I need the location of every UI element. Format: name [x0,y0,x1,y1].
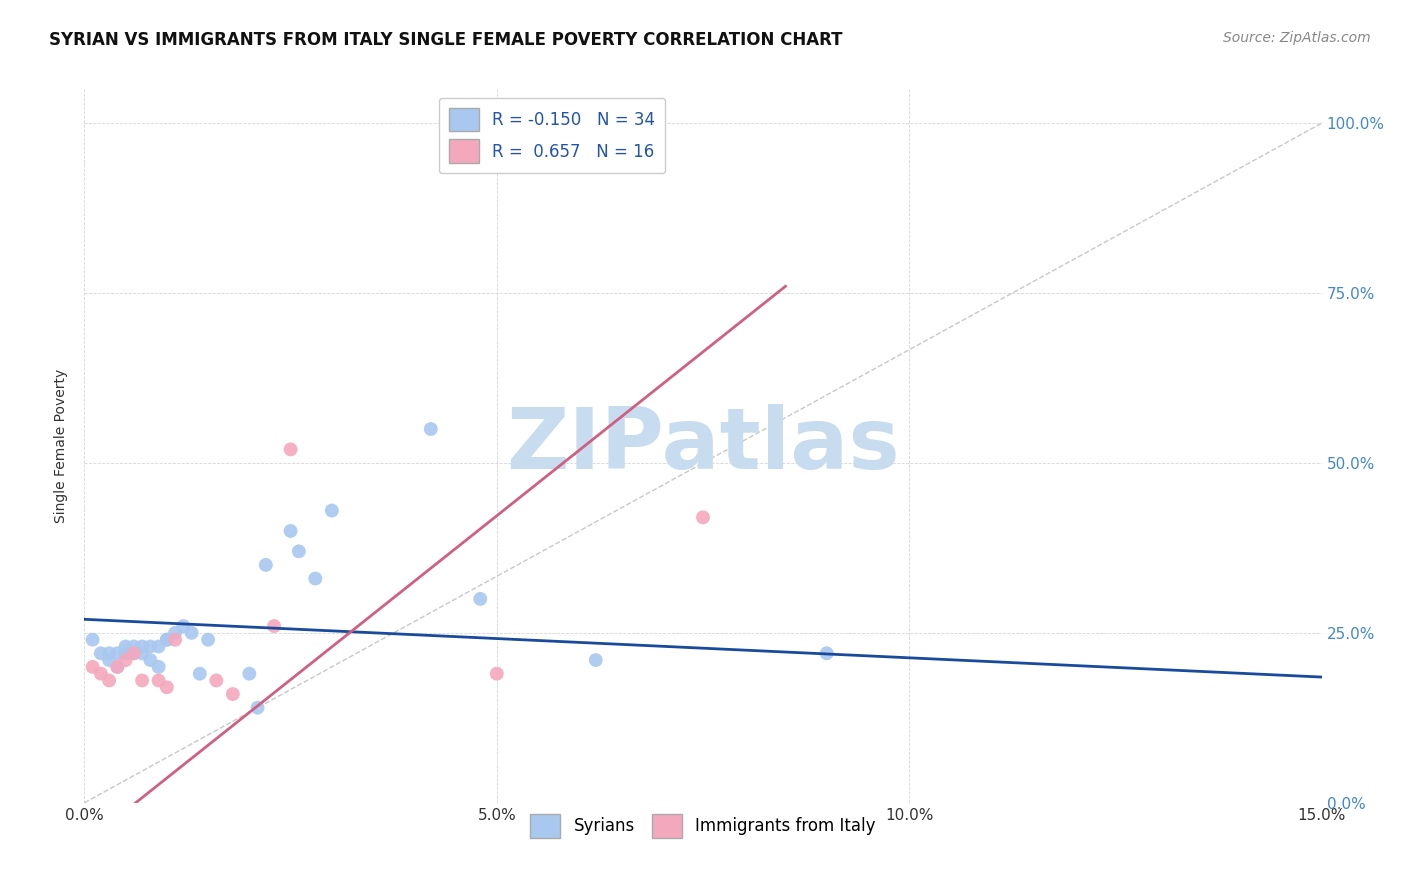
Point [165,632,187,647]
Point [197,632,219,647]
Point [188,666,211,681]
Point [148,640,170,654]
Point [90,666,112,681]
Point [98,673,121,688]
Point [139,640,162,654]
Point [114,646,136,660]
Point [114,653,136,667]
Point [114,640,136,654]
Y-axis label: Single Female Poverty: Single Female Poverty [55,369,69,523]
Point [815,646,838,660]
Point [82,660,104,674]
Point [122,646,145,660]
Text: ZIPatlas: ZIPatlas [506,404,900,488]
Point [263,619,285,633]
Point [254,558,277,572]
Point [280,442,302,457]
Point [485,666,508,681]
Point [131,646,153,660]
Point [131,640,153,654]
Point [419,422,441,436]
Point [470,591,492,606]
Point [156,632,179,647]
Point [593,116,616,130]
Point [156,680,179,694]
Point [246,700,269,714]
Point [105,646,128,660]
Point [122,646,145,660]
Point [585,653,607,667]
Point [131,673,153,688]
Point [238,666,260,681]
Point [156,632,179,647]
Point [222,687,245,701]
Point [105,660,128,674]
Point [122,640,145,654]
Text: Source: ZipAtlas.com: Source: ZipAtlas.com [1223,31,1371,45]
Point [98,646,121,660]
Legend: Syrians, Immigrants from Italy: Syrians, Immigrants from Italy [524,807,882,845]
Point [165,626,187,640]
Point [172,619,194,633]
Text: SYRIAN VS IMMIGRANTS FROM ITALY SINGLE FEMALE POVERTY CORRELATION CHART: SYRIAN VS IMMIGRANTS FROM ITALY SINGLE F… [49,31,842,49]
Point [139,653,162,667]
Point [205,673,228,688]
Point [180,626,202,640]
Point [280,524,302,538]
Point [148,673,170,688]
Point [288,544,311,558]
Point [98,653,121,667]
Point [692,510,714,524]
Point [304,572,326,586]
Point [90,646,112,660]
Point [321,503,343,517]
Point [148,660,170,674]
Point [82,632,104,647]
Point [105,660,128,674]
